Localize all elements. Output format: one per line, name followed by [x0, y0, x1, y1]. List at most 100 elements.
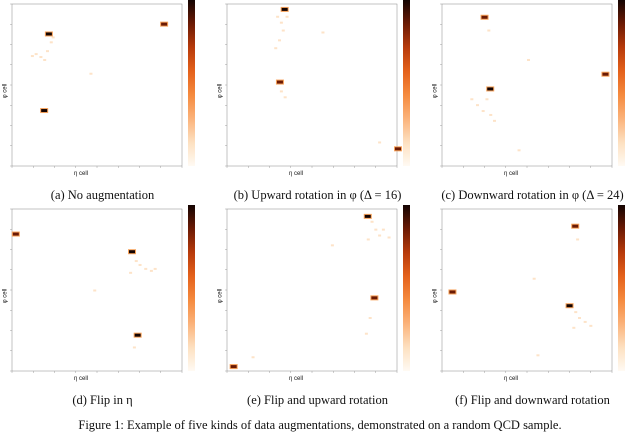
energy-deposit [39, 56, 43, 59]
energy-deposit [138, 263, 142, 266]
energy-deposit [285, 15, 289, 18]
energy-deposit [366, 238, 370, 241]
hotspot-cell [281, 7, 288, 11]
y-axis-label: φ cell [217, 288, 224, 304]
hotspot-cell [45, 32, 52, 36]
energy-deposit [46, 50, 49, 53]
hotspot-cell [371, 296, 378, 300]
hotspot-cell [41, 109, 48, 113]
hotspot-cell [364, 214, 371, 218]
heatmap-plot [440, 205, 625, 373]
energy-deposit [278, 39, 281, 42]
panel-caption: (b) Upward rotation in φ (Δ = 16) [233, 188, 402, 202]
energy-deposit [134, 260, 138, 263]
plot-frame [226, 208, 398, 372]
energy-deposit [330, 244, 334, 247]
y-axis-label: φ cell [217, 83, 224, 99]
hotspot-cell [276, 80, 283, 84]
heatmap-plot [225, 0, 410, 168]
colorbar [403, 205, 410, 371]
energy-deposit [274, 47, 278, 50]
plot-frame [441, 208, 613, 372]
colorbar [188, 0, 195, 166]
energy-deposit [132, 346, 136, 349]
energy-deposit [281, 29, 285, 32]
colorbar [403, 0, 410, 166]
colorbar [188, 205, 195, 371]
energy-deposit [589, 324, 593, 327]
hotspot-cell [449, 290, 456, 294]
hotspot-cell [134, 333, 141, 337]
energy-deposit [370, 220, 374, 223]
energy-deposit [536, 354, 540, 357]
energy-deposit [129, 271, 133, 274]
energy-deposit [493, 119, 496, 122]
energy-deposit [485, 98, 489, 101]
panel-caption: (c) Downward rotation in φ (Δ = 24) [441, 188, 624, 202]
energy-deposit [381, 228, 385, 231]
energy-deposit [30, 55, 34, 58]
hotspot-cell [12, 232, 19, 236]
panel-e: φ cell η cell (e) Flip and upward rotati… [215, 205, 420, 417]
energy-deposit [574, 311, 578, 314]
hotspot-cell [566, 304, 573, 308]
x-axis-label: η cell [74, 376, 89, 382]
energy-deposit [279, 90, 283, 93]
energy-deposit [572, 326, 576, 329]
energy-deposit [51, 36, 55, 39]
panel-f: φ cell η cell (f) Flip and downward rota… [430, 205, 635, 417]
plot-frame [11, 208, 183, 372]
panel-a: φ cell η cell (a) No augmentation [0, 0, 205, 212]
energy-deposit [378, 234, 382, 237]
energy-deposit [368, 317, 372, 319]
energy-deposit [374, 228, 378, 231]
y-axis-label: φ cell [2, 288, 9, 304]
panel-caption: (d) Flip in η [72, 393, 133, 407]
energy-deposit [149, 269, 153, 272]
heatmap-plot [10, 0, 195, 168]
plot-frame [441, 3, 613, 167]
colorbar [618, 0, 625, 166]
panel-caption: (e) Flip and upward rotation [247, 393, 388, 407]
colorbar [618, 205, 625, 371]
energy-deposit [276, 15, 280, 18]
panel-caption: (a) No augmentation [50, 188, 155, 202]
energy-deposit [517, 149, 521, 152]
energy-deposit [279, 21, 283, 24]
x-axis-label: η cell [504, 171, 519, 177]
energy-deposit [481, 110, 485, 113]
hotspot-cell [572, 224, 579, 228]
heatmap-plot [10, 205, 195, 373]
energy-deposit [532, 277, 536, 280]
panel-c: φ cell η cell (c) Downward rotation in φ… [430, 0, 635, 212]
panel-d: φ cell η cell (d) Flip in η [0, 205, 205, 417]
hotspot-cell [481, 15, 488, 19]
energy-deposit [321, 31, 325, 34]
hotspot-cell [487, 87, 494, 91]
energy-deposit [144, 267, 148, 270]
energy-deposit [476, 104, 479, 107]
energy-deposit [387, 236, 391, 239]
energy-deposit [251, 356, 255, 359]
panel-b: φ cell η cell (b) Upward rotation in φ (… [215, 0, 420, 212]
x-axis-label: η cell [504, 376, 519, 382]
energy-deposit [489, 113, 493, 116]
energy-deposit [89, 72, 93, 75]
x-axis-label: η cell [289, 376, 304, 382]
energy-deposit [583, 320, 587, 323]
energy-deposit [153, 267, 157, 270]
plot-frame [226, 3, 398, 167]
figure-caption: Figure 1: Example of five kinds of data … [78, 418, 562, 432]
x-axis-label: η cell [289, 171, 304, 177]
heatmap-plot [225, 205, 410, 373]
energy-deposit [49, 41, 53, 44]
y-axis-label: φ cell [432, 288, 439, 304]
plot-frame [11, 3, 183, 167]
energy-deposit [43, 58, 47, 61]
energy-deposit [34, 53, 38, 56]
energy-deposit [527, 58, 530, 61]
panel-caption: (f) Flip and downward rotation [455, 393, 610, 407]
y-axis-label: φ cell [2, 83, 9, 99]
heatmap-plot [440, 0, 625, 168]
energy-deposit [378, 141, 382, 144]
